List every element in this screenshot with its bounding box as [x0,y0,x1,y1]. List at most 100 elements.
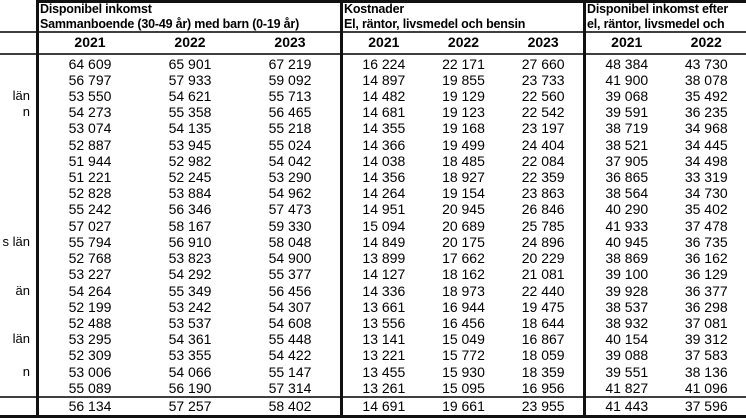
label-column-border [36,0,39,418]
table-cell: 39 312 [684,331,728,348]
table-cell: 54 066 [168,363,212,380]
table-cell: 13 221 [362,347,406,364]
table-cell: 36 235 [684,104,728,121]
table-cell: 56 465 [268,104,312,121]
table-cell: 53 537 [168,314,212,331]
table-cell: 39 068 [605,87,649,104]
table-cell: 18 359 [521,363,565,380]
table-cell: 15 772 [442,347,485,364]
table-cell: 14 366 [362,136,406,153]
table-cell: 36 298 [684,298,728,315]
row-label-fragment [0,315,30,331]
table-cell: 22 359 [521,169,565,185]
table-cell: 52 982 [168,152,212,169]
table-cell: 58 402 [268,398,312,414]
table-cell: 53 242 [168,298,212,315]
row-label-fragment: s län [2,233,30,249]
table-cell: 52 768 [68,250,112,267]
table-cell: 40 290 [605,201,649,218]
row-label-fragment: n [22,104,30,120]
table-cell: 38 932 [605,314,649,331]
year-header: 2022 [174,34,206,50]
row-label-fragment: län [12,331,30,347]
table-cell: 38 521 [605,136,649,153]
year-header: 2022 [690,34,722,50]
table-cell: 51 944 [68,152,112,169]
table-cell: 54 361 [168,331,212,348]
table-cell: 41 900 [605,71,649,88]
table-cell: 67 219 [268,55,312,72]
table-cell: 18 644 [521,314,565,331]
table-cell: 64 609 [68,55,112,72]
table-cell: 57 314 [268,379,312,396]
table-cell: 36 129 [684,266,728,283]
group-header-income: Disponibel inkomst Sammanboende (30-49 å… [40,2,299,31]
table-cell: 23 955 [521,398,565,414]
table-cell: 54 264 [68,282,112,299]
header-divider-line [0,31,746,33]
table-cell: 19 475 [521,298,565,315]
group-title-line1: Kostnader [344,2,405,16]
group-title-line1: Disponibel inkomst [40,2,152,16]
row-label-fragment [0,185,30,201]
table-cell: 13 556 [362,314,406,331]
table-cell: 54 608 [268,314,312,331]
table-cell: 13 141 [362,331,406,348]
group-divider-2 [583,0,586,418]
table-cell: 20 945 [442,201,485,218]
table-cell: 38 869 [605,250,649,267]
table-cell: 34 730 [684,185,728,202]
table-cell: 59 092 [268,71,312,88]
year-divider-line [0,52,746,55]
table-cell: 54 621 [168,87,212,104]
table-cell: 52 887 [68,136,112,153]
table-cell: 40 154 [605,331,649,348]
table-cell: 36 865 [605,169,649,185]
table-cell: 57 473 [268,201,312,218]
table-cell: 14 038 [362,152,406,169]
table-cell: 35 402 [684,201,728,218]
table-cell: 55 713 [268,87,312,104]
table-cell: 21 081 [521,266,565,283]
group-header-costs: Kostnader El, räntor, livsmedel och bens… [344,2,525,31]
table-cell: 37 596 [684,398,728,414]
group-title-line2: Sammanboende (30-49 år) med barn (0-19 å… [40,16,300,31]
table-cell: 16 456 [442,314,485,331]
table-cell: 14 356 [362,169,406,185]
table-cell: 23 197 [521,120,565,137]
table-cell: 27 660 [521,55,565,72]
group-title-line2: El, räntor, livsmedel och bensin [344,16,526,31]
table-cell: 26 846 [521,201,565,218]
table-cell: 38 719 [605,120,649,137]
table-cell: 14 849 [362,233,406,250]
table-cell: 53 550 [68,87,112,104]
table-cell: 14 951 [362,201,406,218]
table-cell: 22 560 [521,87,565,104]
table-cell: 59 330 [268,217,312,234]
table-cell: 19 661 [442,398,485,414]
table-cell: 39 591 [605,104,649,121]
row-label-fragment [0,153,30,169]
table-cell: 53 355 [168,347,212,364]
table-cell: 40 945 [605,233,649,250]
table-cell: 18 059 [521,347,565,364]
table-cell: 24 896 [521,233,565,250]
table-cell: 41 933 [605,217,649,234]
row-label-fragment [0,398,30,415]
table-cell: 18 973 [442,282,485,299]
table-cell: 53 074 [68,120,112,137]
row-label-fragment [0,266,30,282]
table-cell: 33 319 [684,169,728,185]
group-divider-1 [340,0,343,418]
total-divider-line [0,396,746,398]
table-cell: 15 930 [442,363,485,380]
table-cell: 37 081 [684,314,728,331]
table-cell: 13 661 [362,298,406,315]
table-cell: 19 154 [442,185,485,202]
table-cell: 55 024 [268,136,312,153]
year-header: 2023 [527,34,559,50]
table-cell: 19 855 [442,71,485,88]
row-label-fragment [0,72,30,88]
table-cell: 19 168 [442,120,485,137]
